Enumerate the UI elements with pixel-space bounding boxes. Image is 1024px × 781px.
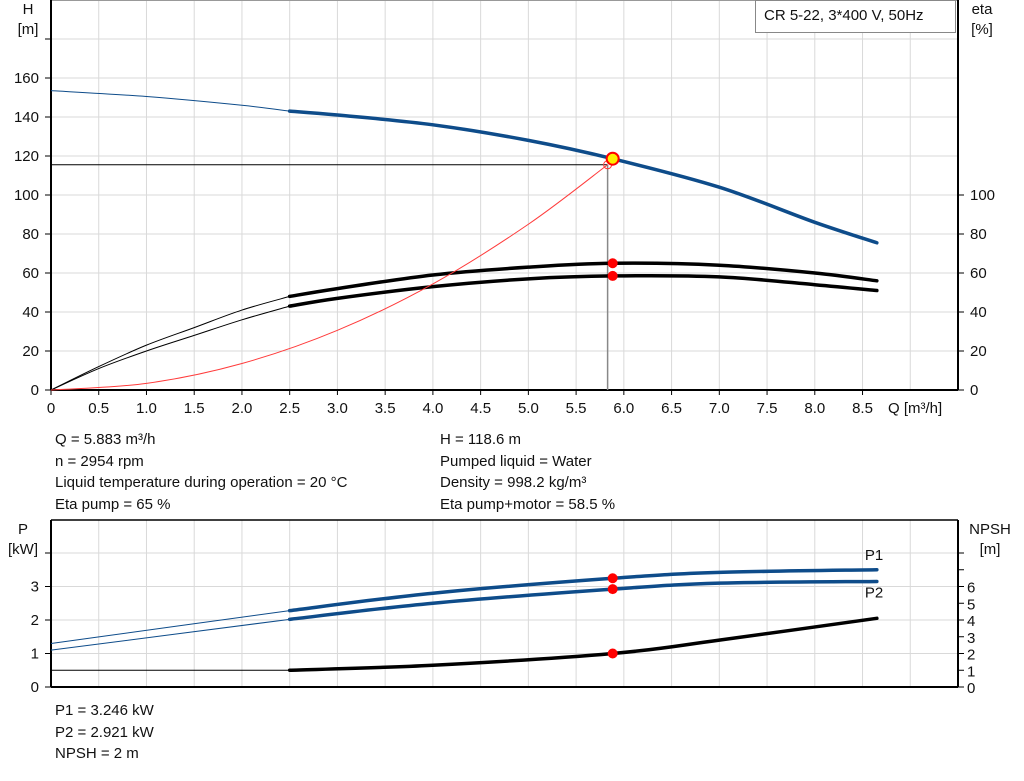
y-left-tick-label: 80 (22, 226, 39, 243)
y-right-tick-label: 80 (970, 226, 987, 243)
system_curve-curve (50, 164, 608, 391)
p-axis-unit: [kW] (8, 541, 38, 558)
y-left-tick-label: 0 (31, 382, 39, 399)
npsh-tick-label: 6 (967, 580, 975, 597)
y-left-tick-label: 20 (22, 343, 39, 360)
npsh-tick-label: 0 (967, 680, 975, 697)
p1-duty-marker (607, 573, 618, 584)
info-eta-total: Eta pump+motor = 58.5 % (440, 495, 616, 513)
info-p1: P1 = 3.246 kW (55, 702, 154, 719)
npsh-tick-label: 2 (967, 647, 975, 664)
npsh-duty-marker (607, 648, 618, 659)
x-tick-label: 4.5 (470, 400, 491, 417)
x-tick-label: 2.5 (279, 400, 300, 417)
p-tick-label: 2 (31, 612, 39, 629)
p-tick-label: 3 (31, 579, 39, 596)
y-right-tick-label: 0 (970, 382, 978, 399)
x-tick-label: 3.0 (327, 400, 348, 417)
info-p2: P2 = 2.921 kW (55, 723, 154, 741)
y-right-tick-label: 40 (970, 304, 987, 321)
x-tick-label: 5.0 (518, 400, 539, 417)
y-right-tick-label: 20 (970, 343, 987, 360)
x-tick-label: 0 (47, 400, 55, 417)
head-curve-thin (50, 90, 290, 112)
y-left-tick-label: 160 (14, 70, 39, 87)
y-right-tick-label: 100 (970, 187, 995, 204)
y-left-tick-label: 140 (14, 109, 39, 126)
legend-box (755, 0, 956, 33)
info-top-right: H = 118.6 m Pumped liquid = Water Densit… (440, 429, 615, 515)
y-left-axis-label: H (23, 1, 34, 18)
p2-label: P2 (865, 584, 883, 601)
x-tick-label: 6.5 (661, 400, 682, 417)
info-speed: n = 2954 rpm (55, 452, 144, 470)
x-tick-label: 3.5 (375, 400, 396, 417)
p2-curve (287, 579, 879, 622)
legend-box-text: CR 5-22, 3*400 V, 50Hz (764, 7, 924, 24)
info-top-left: Q = 5.883 m³/h n = 2954 rpm Liquid tempe… (55, 429, 347, 515)
npsh-tick-label: 4 (967, 613, 975, 630)
eta_pump-curve (287, 261, 879, 299)
x-tick-label: 2.0 (232, 400, 253, 417)
eta_total-curve (287, 273, 879, 308)
info-flow: Q = 5.883 m³/h (55, 431, 156, 448)
p-tick-label: 0 (31, 679, 39, 696)
p1-curve-thin (50, 610, 290, 644)
x-tick-label: 8.0 (804, 400, 825, 417)
x-tick-label: 1.0 (136, 400, 157, 417)
head-curve (287, 109, 879, 245)
y-left-tick-label: 40 (22, 304, 39, 321)
eta_pump-curve-thin (50, 295, 290, 391)
info-npsh: NPSH = 2 m (55, 745, 139, 762)
p1-curve (287, 568, 879, 613)
x-tick-label: 5.5 (566, 400, 587, 417)
p-axis-label: P (18, 521, 28, 538)
npsh-curve (287, 616, 879, 672)
y-left-tick-label: 100 (14, 187, 39, 204)
p-tick-label: 1 (31, 646, 39, 663)
y-left-axis-unit: [m] (18, 21, 39, 38)
x-tick-label: 6.0 (613, 400, 634, 417)
y-right-axis-unit: [%] (971, 21, 993, 38)
x-tick-label: 7.0 (709, 400, 730, 417)
npsh-axis-label: NPSH (969, 521, 1011, 538)
x-tick-label: 8.5 (852, 400, 873, 417)
y-right-tick-label: 60 (970, 265, 987, 282)
eta_total-curve-thin (50, 305, 290, 391)
info-density: Density = 998.2 kg/m³ (440, 474, 587, 491)
info-liquid-temp: Liquid temperature during operation = 20… (55, 474, 348, 491)
info-head: H = 118.6 m (440, 431, 522, 448)
p2-duty-marker (607, 584, 618, 595)
head-duty-point-marker (605, 151, 620, 166)
x-tick-label: 4.0 (422, 400, 443, 417)
info-pumped-liquid: Pumped liquid = Water (440, 452, 592, 470)
x-axis-label: Q [m³/h] (888, 400, 942, 417)
npsh-tick-label: 3 (967, 630, 975, 647)
info-bottom: P1 = 3.246 kW P2 = 2.921 kW NPSH = 2 m (55, 700, 154, 765)
npsh-tick-label: 1 (967, 663, 975, 680)
npsh-tick-label: 5 (967, 596, 975, 613)
p2-curve-thin (50, 618, 290, 651)
npsh-axis-unit: [m] (980, 541, 1001, 558)
x-tick-label: 1.5 (184, 400, 205, 417)
x-tick-label: 0.5 (88, 400, 109, 417)
y-left-tick-label: 60 (22, 265, 39, 282)
info-eta-pump: Eta pump = 65 % (55, 495, 171, 513)
x-tick-label: 7.5 (757, 400, 778, 417)
eta-pump-duty-marker (607, 258, 618, 269)
p1-label: P1 (865, 547, 883, 564)
y-right-axis-label: eta (972, 1, 994, 18)
y-left-tick-label: 120 (14, 148, 39, 165)
eta-total-duty-marker (607, 270, 618, 281)
